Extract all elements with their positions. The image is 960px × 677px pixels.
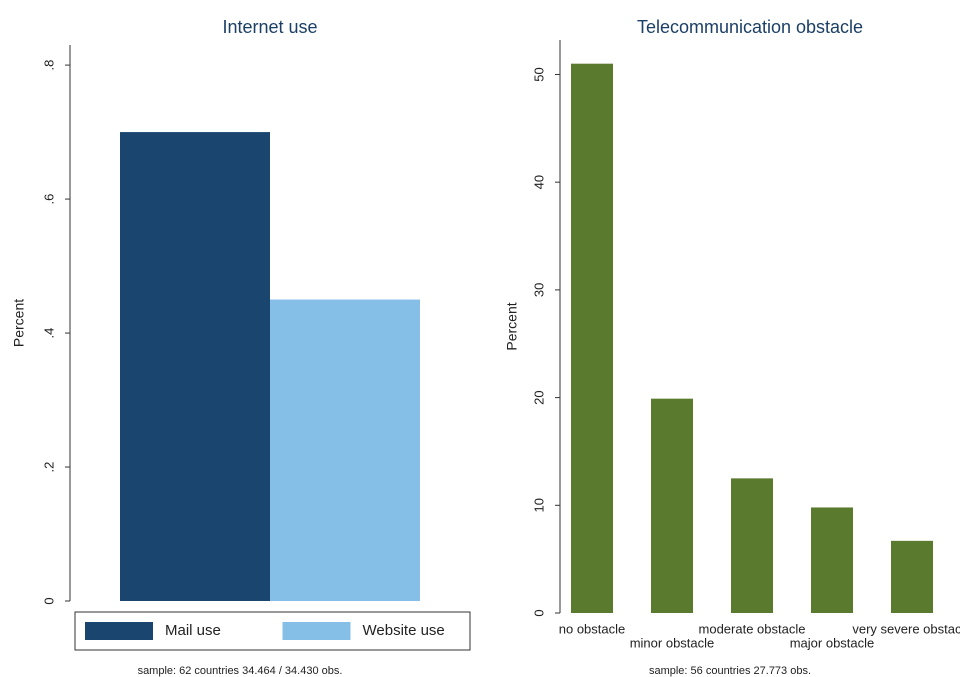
x-tick-label: very severe obstacle	[852, 621, 960, 636]
legend-swatch	[85, 622, 153, 640]
x-tick-label: no obstacle	[559, 621, 626, 636]
y-tick-label: 40	[531, 175, 546, 189]
y-tick-label: 0	[41, 597, 56, 604]
bar	[891, 540, 933, 613]
bar	[270, 299, 420, 601]
note: sample: 56 countries 27.773 obs.	[649, 665, 811, 677]
bar	[811, 507, 853, 613]
chart-title: Telecommunication obstacle	[637, 17, 863, 37]
y-tick-label: 20	[531, 390, 546, 404]
y-tick-label: .2	[41, 462, 56, 473]
y-tick-label: 0	[531, 609, 546, 616]
legend-swatch	[282, 622, 351, 640]
x-tick-label: minor obstacle	[630, 635, 715, 650]
note: sample: 62 countries 34.464 / 34.430 obs…	[138, 665, 343, 677]
y-axis-label: Percent	[11, 299, 27, 347]
legend-label: Mail use	[165, 622, 221, 639]
legend-label: Website use	[363, 622, 445, 639]
bar	[731, 478, 773, 613]
bar	[571, 63, 613, 613]
y-tick-label: 30	[531, 283, 546, 297]
bar	[120, 132, 270, 601]
x-tick-label: moderate obstacle	[699, 621, 806, 636]
y-tick-label: .8	[41, 60, 56, 71]
y-tick-label: .6	[41, 194, 56, 205]
y-tick-label: 10	[531, 498, 546, 512]
y-axis-label: Percent	[504, 302, 520, 350]
bar	[651, 398, 693, 613]
chart-title: Internet use	[222, 17, 317, 37]
y-tick-label: .4	[41, 328, 56, 339]
x-tick-label: major obstacle	[790, 635, 875, 650]
y-tick-label: 50	[531, 67, 546, 81]
